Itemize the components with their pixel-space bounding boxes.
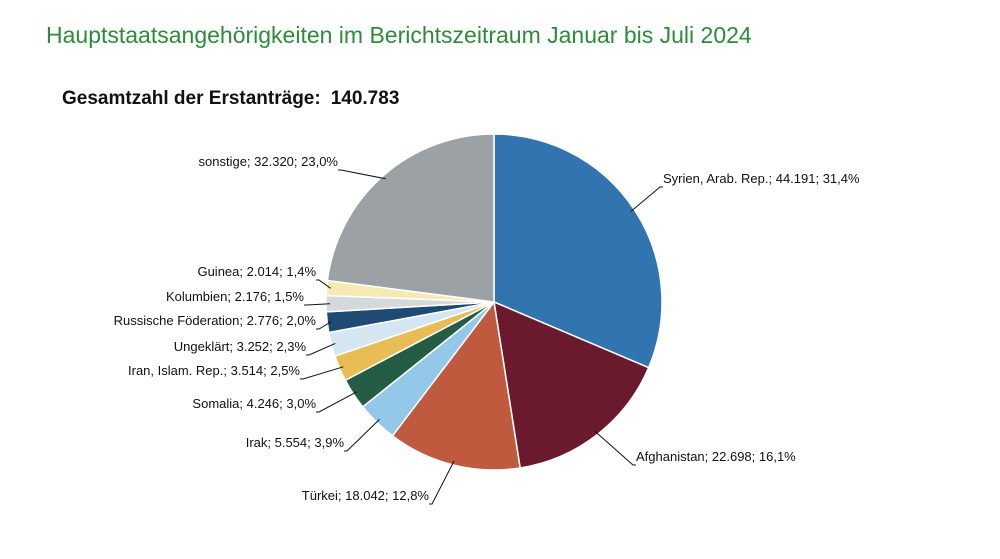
total-label: Gesamtzahl der Erstanträge: [62, 88, 321, 109]
slice-label-sonstige: sonstige; 32.320; 23,0% [199, 154, 339, 169]
leader-line-kolumbien [304, 303, 331, 306]
total-applications: Gesamtzahl der Erstanträge: 140.783 [62, 88, 399, 110]
chart-title: Hauptstaatsangehörigkeiten im Berichtsze… [46, 22, 752, 48]
slice-label-iran-islam-rep: Iran, Islam. Rep.; 3.514; 2,5% [128, 363, 300, 378]
leader-line-guinea [316, 279, 331, 289]
leader-line-sonstige [338, 169, 386, 180]
slice-label-syrien-arab-rep: Syrien, Arab. Rep.; 44.191; 31,4% [663, 171, 860, 186]
slice-label-russische-f-deration: Russische Föderation; 2.776; 2,0% [114, 313, 317, 328]
leader-line-syrien-arab-rep [630, 186, 663, 212]
slice-label-ungekl-rt: Ungeklärt; 3.252; 2,3% [174, 339, 307, 354]
leader-line-somalia [316, 391, 358, 413]
slice-label-afghanistan: Afghanistan; 22.698; 16,1% [636, 449, 796, 464]
leader-line-russische-f-deration [316, 321, 332, 330]
pie-slice-t-rkei [391, 300, 522, 471]
slice-label-kolumbien: Kolumbien; 2.176; 1,5% [166, 289, 304, 304]
total-value: 140.783 [330, 88, 400, 109]
slice-label-irak: Irak; 5.554; 3,9% [246, 435, 345, 450]
pie-slice-sonstige [326, 133, 495, 303]
leader-line-afghanistan [594, 430, 636, 466]
leader-line-t-rkei [429, 460, 455, 505]
leader-line-iran-islam-rep [300, 366, 344, 380]
pie-slice-afghanistan [493, 300, 650, 469]
leader-line-irak [344, 419, 380, 452]
slice-label-somalia: Somalia; 4.246; 3,0% [192, 396, 316, 411]
leader-line-ungekl-rt [306, 342, 336, 356]
slice-label-t-rkei: Türkei; 18.042; 12,8% [302, 488, 430, 503]
slice-label-guinea: Guinea; 2.014; 1,4% [197, 264, 316, 279]
